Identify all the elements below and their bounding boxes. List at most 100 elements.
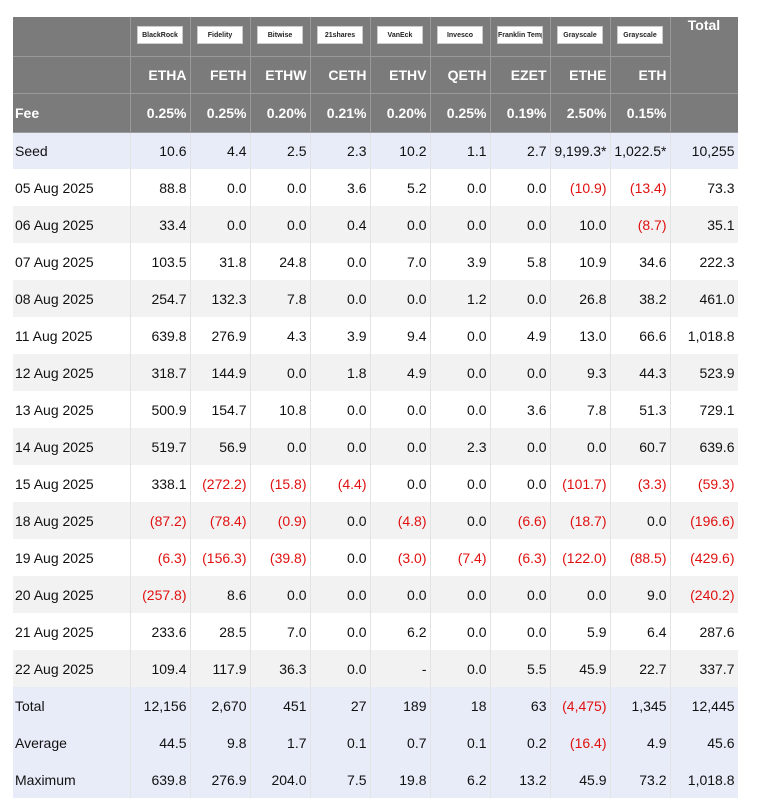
flow-cell: 0.0 [490, 613, 551, 650]
flow-cell: 1,345 [610, 687, 671, 724]
flow-cell: 44.3 [610, 354, 671, 391]
issuer-logo: Franklin Templeton [497, 25, 543, 44]
flow-cell: 73.3 [670, 169, 738, 206]
flow-cell: (7.4) [430, 539, 491, 576]
ticker-row: ETHA FETH ETHW CETH ETHV QETH EZET ETHE ETH [13, 56, 738, 94]
flow-cell: 337.7 [670, 650, 738, 687]
flow-cell: 639.8 [130, 761, 191, 798]
row-label: Seed [13, 132, 131, 169]
logo-cell: Fidelity [190, 17, 251, 57]
row-label: 20 Aug 2025 [13, 576, 131, 613]
flow-cell: 28.5 [190, 613, 251, 650]
fee-label: Fee [13, 93, 131, 133]
flow-cell: 45.9 [550, 761, 611, 798]
flow-cell: 0.0 [430, 502, 491, 539]
flow-cell: 7.0 [250, 613, 311, 650]
flow-cell: (272.2) [190, 465, 251, 502]
flow-cell: 0.2 [490, 724, 551, 761]
daily-row: 21 Aug 2025 233.6 28.5 7.0 0.0 6.2 0.0 0.0 5.9 6.… [13, 613, 738, 650]
flow-cell: (257.8) [130, 576, 191, 613]
etf-flow-table: BlackRock Fidelity Bitwise 21shares VanEck In… [13, 17, 738, 798]
flow-cell: (8.7) [610, 206, 671, 243]
flow-cell: 2.3 [430, 428, 491, 465]
flow-cell: 451 [250, 687, 311, 724]
flow-cell: 0.0 [250, 206, 311, 243]
flow-cell: 5.2 [370, 169, 431, 206]
logo-cell: Grayscale [610, 17, 671, 57]
issuer-logo: Grayscale [617, 25, 663, 44]
flow-cell: 7.8 [250, 280, 311, 317]
flow-cell: 4.3 [250, 317, 311, 354]
daily-row: 06 Aug 2025 33.4 0.0 0.0 0.4 0.0 0.0 0.0 10.0 (8.… [13, 206, 738, 243]
flow-cell: 34.6 [610, 243, 671, 280]
flow-cell: (88.5) [610, 539, 671, 576]
flow-cell: 3.9 [430, 243, 491, 280]
issuer-logo: Bitwise [257, 25, 303, 44]
logo-cell: Invesco [430, 17, 491, 57]
flow-cell: (6.6) [490, 502, 551, 539]
row-label: 21 Aug 2025 [13, 613, 131, 650]
flow-cell: 36.3 [250, 650, 311, 687]
flow-cell: 19.8 [370, 761, 431, 798]
flow-cell: 7.8 [550, 391, 611, 428]
flow-cell: 0.0 [310, 428, 371, 465]
row-label: 15 Aug 2025 [13, 465, 131, 502]
flow-cell: 1.2 [430, 280, 491, 317]
flow-cell: (101.7) [550, 465, 611, 502]
flow-cell: 4.9 [490, 317, 551, 354]
flow-cell: 0.0 [250, 354, 311, 391]
flow-cell: 0.0 [370, 206, 431, 243]
flow-cell: 0.0 [490, 206, 551, 243]
flow-cell: (429.6) [670, 539, 738, 576]
row-label: 07 Aug 2025 [13, 243, 131, 280]
flow-cell: 31.8 [190, 243, 251, 280]
flow-cell: 0.0 [490, 354, 551, 391]
flow-cell: 189 [370, 687, 431, 724]
flow-cell: 0.0 [610, 502, 671, 539]
flow-cell: 0.0 [310, 502, 371, 539]
row-label: 19 Aug 2025 [13, 539, 131, 576]
flow-cell: 18 [430, 687, 491, 724]
total-header: Total [670, 17, 738, 94]
flow-cell: 0.0 [490, 280, 551, 317]
ticker-header: ETHV [370, 56, 431, 94]
flow-cell: (39.8) [250, 539, 311, 576]
flow-cell: 35.1 [670, 206, 738, 243]
ticker-header: EZET [490, 56, 551, 94]
daily-row: 15 Aug 2025 338.1 (272.2) (15.8) (4.4) 0.0 0.0… [13, 465, 738, 502]
fee-cell: 0.25% [190, 93, 251, 133]
daily-row: 13 Aug 2025 500.9 154.7 10.8 0.0 0.0 0.0 3.6 7.8… [13, 391, 738, 428]
flow-cell: 3.9 [310, 317, 371, 354]
logo-cell: Franklin Templeton [490, 17, 551, 57]
row-label: 13 Aug 2025 [13, 391, 131, 428]
flow-cell: 6.4 [610, 613, 671, 650]
row-label: Maximum [13, 761, 131, 798]
flow-cell: 103.5 [130, 243, 191, 280]
flow-cell: 0.0 [550, 576, 611, 613]
flow-cell: 6.2 [370, 613, 431, 650]
flow-cell: (240.2) [670, 576, 738, 613]
flow-cell: 26.8 [550, 280, 611, 317]
flow-cell: (6.3) [490, 539, 551, 576]
flow-cell: 338.1 [130, 465, 191, 502]
flow-cell: 9.4 [370, 317, 431, 354]
flow-cell: 2.5 [250, 132, 311, 169]
flow-cell: 56.9 [190, 428, 251, 465]
flow-cell: 10,255 [670, 132, 738, 169]
flow-cell: 523.9 [670, 354, 738, 391]
flow-cell: (10.9) [550, 169, 611, 206]
flow-cell: 45.9 [550, 650, 611, 687]
flow-cell: (196.6) [670, 502, 738, 539]
flow-cell: 12,445 [670, 687, 738, 724]
flow-cell: 8.6 [190, 576, 251, 613]
flow-cell: 0.0 [430, 465, 491, 502]
flow-cell: 0.0 [190, 169, 251, 206]
logo-cell: BlackRock [130, 17, 191, 57]
fee-cell: 0.15% [610, 93, 671, 133]
ticker-header: ETHE [550, 56, 611, 94]
ticker-header: ETHW [250, 56, 311, 94]
flow-cell: - [370, 650, 431, 687]
flow-cell: 318.7 [130, 354, 191, 391]
flow-cell: 0.1 [430, 724, 491, 761]
flow-cell: (18.7) [550, 502, 611, 539]
